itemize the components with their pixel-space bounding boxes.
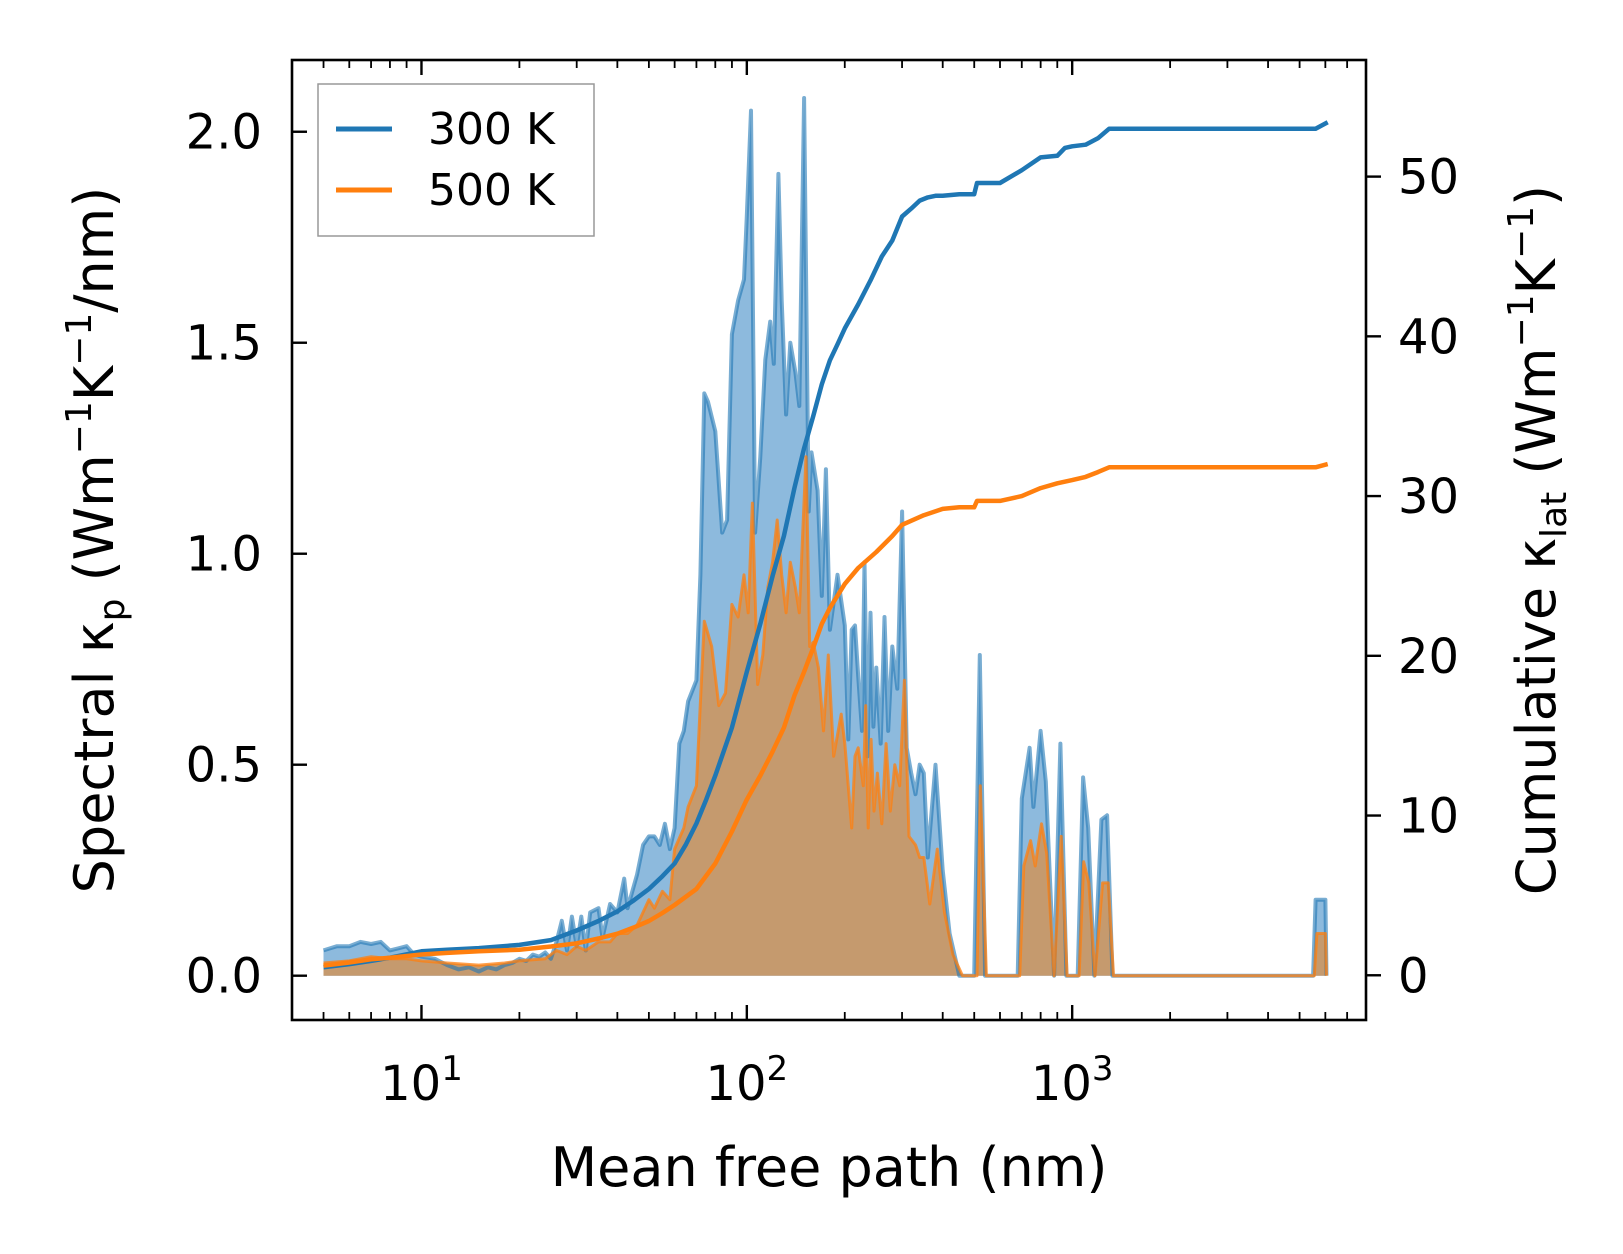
legend-frame <box>317 83 595 237</box>
left-axis-title: Spectral κp (Wm−1K−1/nm) <box>59 187 133 894</box>
y-right-tick-label: 50 <box>1398 150 1459 206</box>
y-right-tick-label: 0 <box>1398 948 1429 1004</box>
y-left-tick-label: 2.0 <box>186 105 262 161</box>
y-left-tick-label: 1.0 <box>186 527 262 583</box>
legend: 300 K 500 K <box>317 83 595 237</box>
plot-frame <box>290 58 1368 1022</box>
y-right-tick-label: 40 <box>1398 309 1459 365</box>
legend-label-300K: 300 K <box>428 104 556 155</box>
y-right-tick-label: 20 <box>1398 629 1459 685</box>
cumulative-line-300K <box>323 120 1329 970</box>
ticks <box>291 60 1381 1020</box>
y-left-tick-label: 1.5 <box>186 316 262 372</box>
x-tick-label: 101 <box>380 1049 463 1112</box>
x-tick-label: 102 <box>705 1049 788 1112</box>
x-tick-label: 103 <box>1031 1049 1114 1112</box>
right-axis-title: Cumulative κlat (Wm−1K−1) <box>1501 185 1575 895</box>
y-left-tick-label: 0.5 <box>186 738 262 794</box>
tick-labels: 101 102 103 0.0 0.5 1.0 1.5 2.0 0 10 20 30 40 50 <box>186 105 1459 1112</box>
y-left-tick-label: 0.0 <box>186 949 262 1005</box>
cumulative-line-500K <box>323 461 1329 968</box>
y-right-tick-label: 30 <box>1398 469 1459 525</box>
plot-area <box>322 96 1329 978</box>
x-axis-title: Mean free path (nm) <box>551 1136 1108 1199</box>
y-right-tick-label: 10 <box>1398 789 1459 845</box>
legend-label-500K: 500 K <box>428 165 556 216</box>
